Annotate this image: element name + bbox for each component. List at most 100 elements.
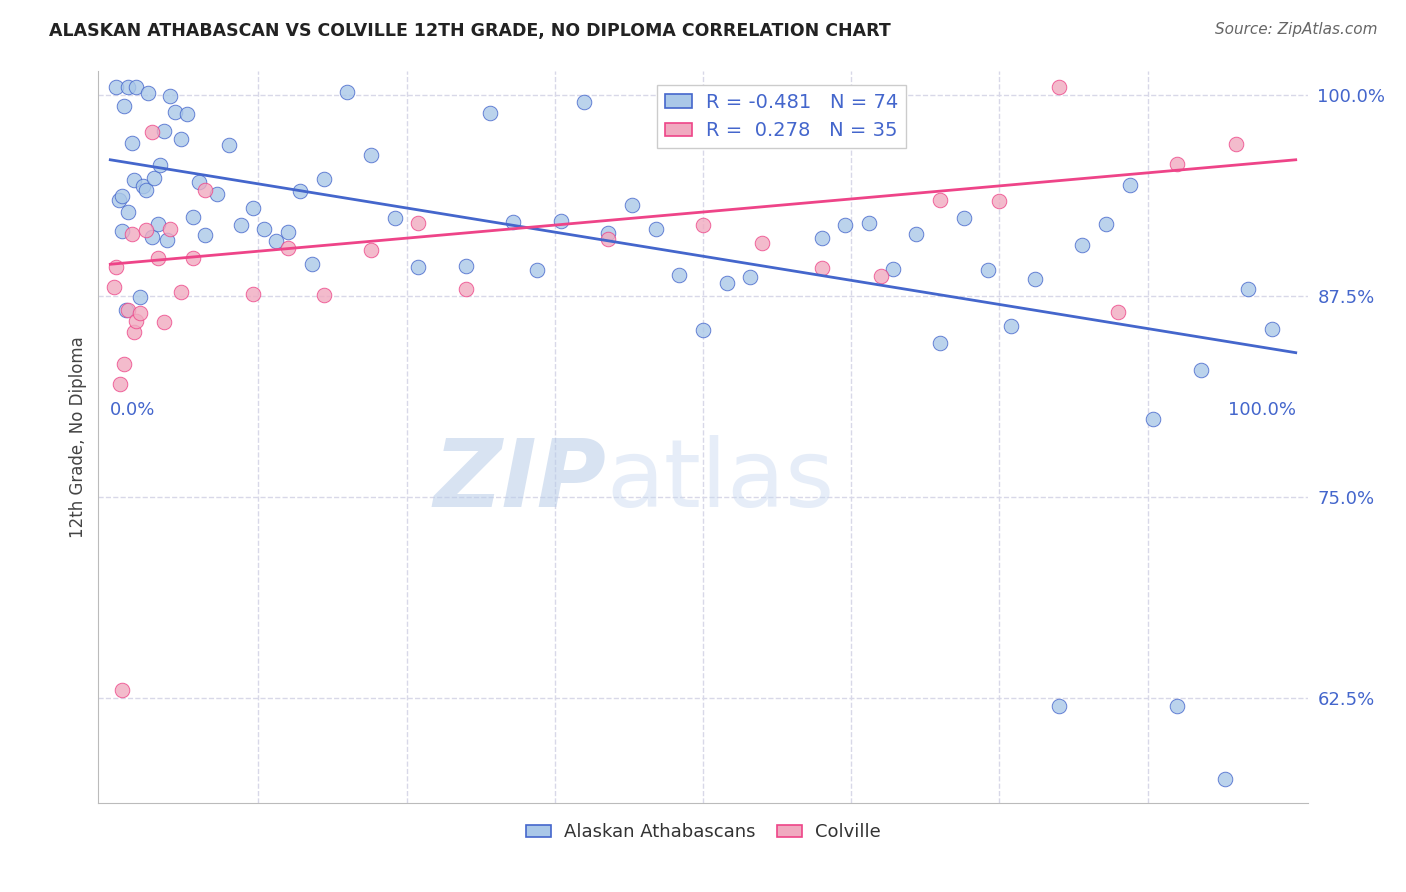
Point (218, 138, 240, 153)
Legend: Alaskan Athabascans, Colville: Alaskan Athabascans, Colville (519, 816, 887, 848)
Point (1000, 318, 1022, 333)
Text: 0.0%: 0.0% (110, 401, 156, 418)
Point (1119, 178, 1142, 193)
Point (1166, 157, 1188, 171)
Point (129, 290, 152, 304)
Point (882, 261, 904, 276)
Y-axis label: 12th Grade, No Diploma: 12th Grade, No Diploma (69, 336, 87, 538)
Text: 100.0%: 100.0% (1227, 401, 1296, 418)
Point (408, 260, 430, 274)
Point (176, 107, 198, 121)
Point (136, 86, 159, 100)
Point (135, 183, 157, 197)
Point (111, 683, 134, 698)
Point (360, 243, 382, 257)
Point (668, 268, 690, 282)
Point (336, 85, 359, 99)
Point (858, 216, 880, 230)
Point (1095, 217, 1118, 231)
Point (408, 216, 430, 230)
Point (242, 286, 264, 301)
Point (1237, 282, 1260, 296)
Point (1047, 699, 1070, 714)
Point (598, 232, 620, 246)
Point (205, 187, 228, 202)
Point (141, 230, 163, 244)
Point (360, 147, 382, 161)
Point (288, 185, 311, 199)
Point (242, 202, 264, 216)
Point (312, 172, 335, 186)
Point (125, 314, 148, 328)
Point (598, 226, 620, 240)
Point (105, 260, 128, 274)
Point (905, 227, 928, 241)
Point (478, 105, 501, 120)
Point (122, 172, 145, 186)
Point (1024, 272, 1046, 286)
Point (117, 80, 139, 95)
Point (188, 175, 211, 189)
Point (277, 225, 299, 239)
Point (170, 285, 193, 299)
Point (644, 222, 666, 236)
Point (125, 80, 148, 95)
Point (114, 303, 136, 318)
Point (1166, 699, 1188, 714)
Point (143, 171, 166, 186)
Point (384, 211, 406, 226)
Point (1071, 238, 1094, 252)
Point (810, 261, 832, 276)
Text: Source: ZipAtlas.com: Source: ZipAtlas.com (1215, 22, 1378, 37)
Point (1213, 772, 1236, 786)
Point (574, 95, 596, 109)
Point (152, 316, 174, 330)
Point (1107, 305, 1129, 319)
Point (1261, 321, 1284, 335)
Point (550, 214, 572, 228)
Point (264, 234, 287, 248)
Point (716, 276, 738, 290)
Point (170, 132, 193, 146)
Point (929, 193, 952, 207)
Point (122, 325, 145, 339)
Point (229, 219, 252, 233)
Point (114, 99, 136, 113)
Point (526, 263, 548, 277)
Point (107, 194, 129, 208)
Point (301, 257, 323, 271)
Point (952, 211, 974, 226)
Point (454, 259, 477, 273)
Point (253, 222, 276, 236)
Text: ALASKAN ATHABASCAN VS COLVILLE 12TH GRADE, NO DIPLOMA CORRELATION CHART: ALASKAN ATHABASCAN VS COLVILLE 12TH GRAD… (49, 22, 891, 40)
Point (976, 262, 998, 277)
Point (121, 136, 143, 150)
Point (152, 124, 174, 138)
Point (810, 231, 832, 245)
Point (181, 211, 204, 225)
Point (502, 215, 524, 229)
Point (159, 88, 181, 103)
Point (121, 227, 143, 241)
Point (117, 204, 139, 219)
Point (692, 219, 714, 233)
Point (181, 251, 204, 265)
Point (751, 235, 773, 250)
Point (111, 224, 134, 238)
Text: ZIP: ZIP (433, 435, 606, 527)
Point (141, 125, 163, 139)
Point (1142, 412, 1164, 426)
Point (1225, 137, 1247, 152)
Point (988, 194, 1011, 208)
Point (156, 233, 179, 247)
Point (105, 80, 128, 95)
Point (135, 223, 157, 237)
Point (111, 188, 134, 202)
Point (146, 251, 169, 265)
Point (692, 323, 714, 337)
Point (194, 228, 217, 243)
Point (165, 105, 187, 120)
Point (620, 198, 643, 212)
Point (740, 270, 762, 285)
Point (869, 269, 891, 284)
